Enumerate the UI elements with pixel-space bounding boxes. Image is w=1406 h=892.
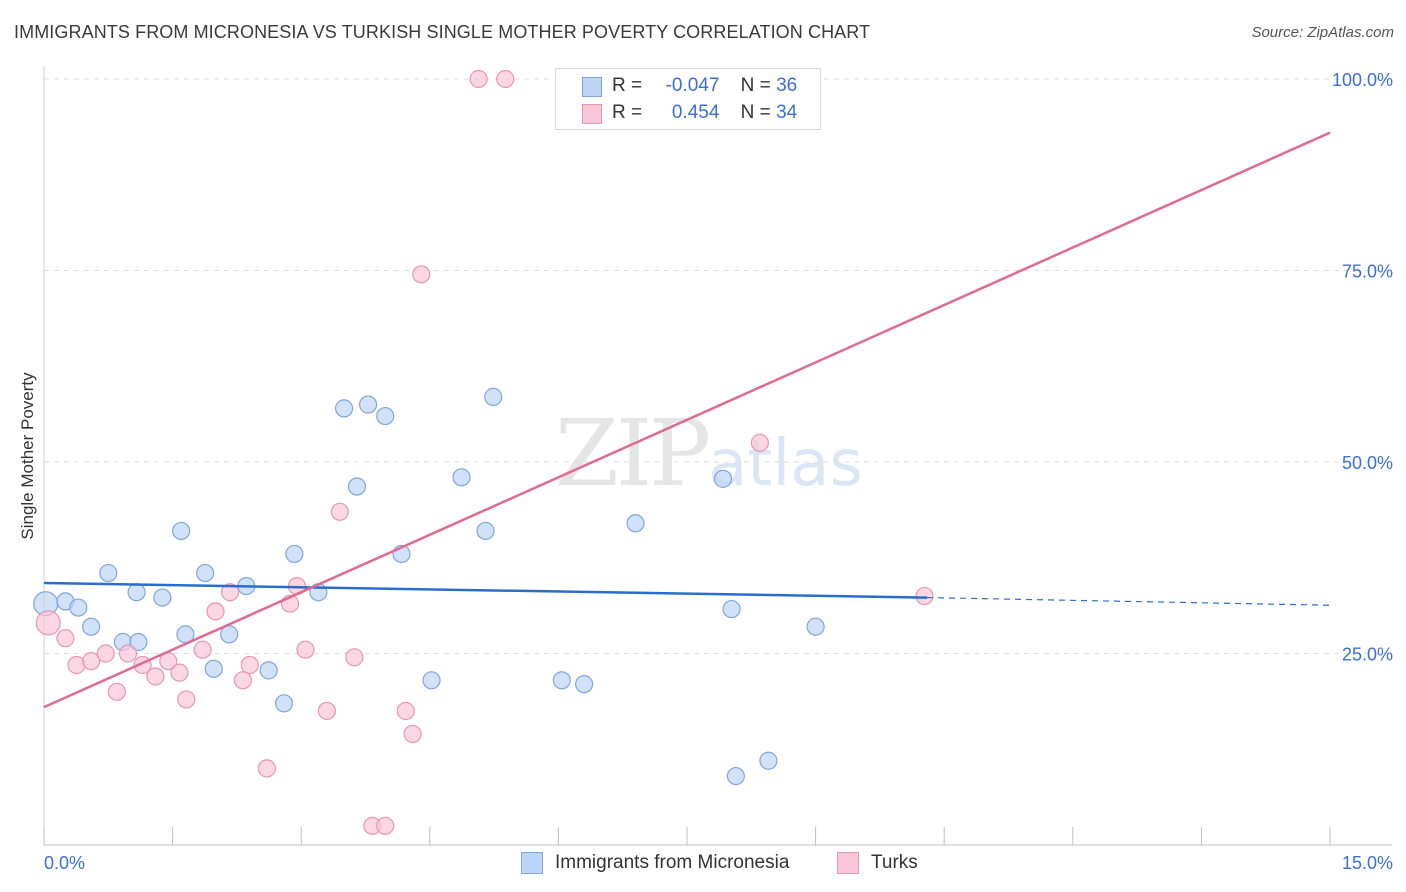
y-tick-label: 100.0%	[1332, 70, 1393, 90]
micronesia-point	[422, 671, 441, 690]
micronesia-point	[575, 675, 594, 694]
legend-text-micronesia: R = -0.047 N = 36	[612, 75, 797, 97]
y-tick-label: 75.0%	[1342, 262, 1393, 282]
micronesia-point	[713, 469, 733, 488]
legend-swatch-micronesia	[582, 77, 602, 97]
micronesia-point	[358, 395, 378, 414]
turks-point	[496, 69, 515, 89]
micronesia-trend-line	[43, 581, 928, 599]
turks-point	[240, 655, 259, 675]
micronesia-point	[220, 625, 239, 644]
bottom-legend-label-turks: Turks	[871, 852, 918, 873]
turks-point	[177, 690, 196, 709]
turks-point	[469, 69, 488, 89]
legend-r-value: 0.454	[671, 102, 720, 123]
turks-point	[233, 671, 253, 690]
watermark-zip: ZIP	[555, 400, 711, 507]
micronesia-point	[82, 617, 101, 636]
legend-r-value: -0.047	[665, 75, 720, 96]
turks-point	[257, 759, 277, 778]
turks-point	[170, 663, 189, 682]
bottom-legend-micronesia: Immigrants from Micronesia	[521, 852, 789, 874]
turks-point	[296, 640, 315, 659]
chart-title: IMMIGRANTS FROM MICRONESIA VS TURKISH SI…	[14, 22, 871, 42]
legend-r-label: R =	[612, 75, 643, 96]
micronesia-point	[127, 583, 146, 602]
bottom-legend-swatch-micronesia	[521, 852, 543, 874]
turks-point	[56, 629, 75, 648]
turks-point	[915, 586, 934, 606]
micronesia-point	[452, 468, 471, 487]
legend-n-value: 34	[776, 102, 798, 123]
micronesia-point	[196, 563, 215, 583]
legend-text-turks: R = 0.454 N = 34	[612, 102, 797, 124]
micronesia-point	[153, 588, 172, 607]
legend-swatch-turks	[582, 104, 602, 124]
turks-point	[317, 701, 337, 721]
turks-point	[750, 433, 769, 452]
watermark: ZIPatlas	[555, 400, 863, 507]
turks-point	[403, 724, 422, 744]
watermark-atlas: atlas	[708, 427, 863, 501]
turks-point	[193, 640, 212, 659]
turks-point	[35, 610, 61, 636]
turks-point	[206, 602, 225, 621]
turks-trend-line	[43, 131, 1331, 709]
turks-point	[220, 583, 240, 602]
bottom-legend-label-micronesia: Immigrants from Micronesia	[555, 852, 790, 873]
legend-n-value: 36	[776, 75, 798, 96]
micronesia-point	[129, 632, 148, 652]
turks-point	[107, 682, 126, 701]
turks-point	[396, 701, 415, 721]
turks-point	[82, 652, 101, 671]
turks-point	[345, 648, 364, 667]
turks-point	[118, 644, 138, 663]
micronesia-point	[69, 598, 88, 617]
micronesia-point	[204, 659, 223, 678]
bottom-legend: Immigrants from Micronesia Turks	[0, 852, 1406, 878]
chart-source: Source: ZipAtlas.com	[1251, 24, 1394, 41]
legend-n-label: N =	[740, 102, 771, 123]
legend: R = -0.047 N = 36 R = 0.454 N = 34	[555, 68, 821, 130]
micronesia-point	[552, 671, 571, 690]
micronesia-point	[806, 617, 825, 636]
turks-point	[330, 502, 349, 521]
legend-r-label: R =	[612, 102, 643, 123]
turks-point	[412, 265, 431, 284]
x-tick-label: 15.0%	[1342, 853, 1393, 873]
micronesia-point	[626, 514, 645, 533]
micronesia-point	[376, 406, 395, 426]
bottom-legend-swatch-turks	[837, 852, 859, 874]
y-tick-label: 50.0%	[1342, 453, 1393, 473]
micronesia-point	[476, 521, 495, 541]
micronesia-trend-extension	[927, 596, 1331, 606]
micronesia-point	[274, 694, 294, 713]
x-tick-label: 0.0%	[44, 853, 85, 873]
micronesia-point	[334, 399, 354, 418]
turks-point	[96, 644, 115, 663]
micronesia-point	[347, 477, 367, 496]
micronesia-point	[172, 521, 191, 541]
micronesia-point	[99, 563, 118, 583]
turks-point	[376, 816, 395, 835]
legend-n-label: N =	[740, 75, 771, 96]
micronesia-point	[484, 387, 503, 406]
turks-point	[146, 667, 165, 686]
micronesia-point	[259, 661, 278, 680]
y-tick-label: 25.0%	[1342, 645, 1393, 665]
bottom-legend-turks: Turks	[837, 852, 918, 874]
micronesia-point	[726, 766, 745, 786]
micronesia-point	[285, 544, 304, 564]
micronesia-point	[722, 599, 741, 619]
micronesia-point	[759, 751, 778, 770]
